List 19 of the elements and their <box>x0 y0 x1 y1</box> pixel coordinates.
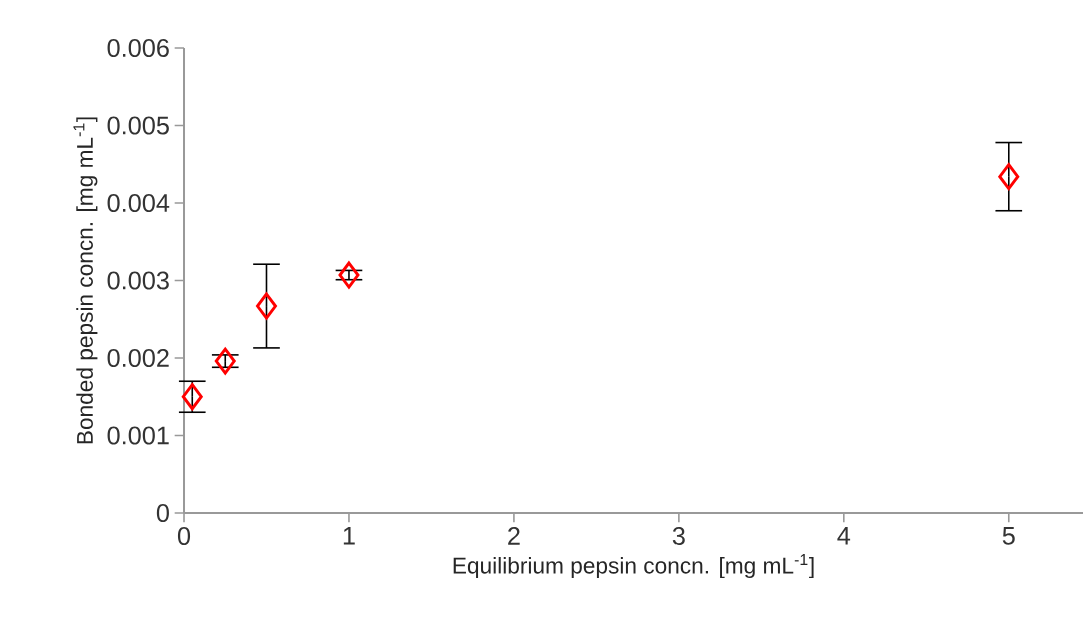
x-axis-title: Equilibrium pepsin concn. [mg mL$^{-1}$] <box>453 554 814 579</box>
x-tick-label: 4 <box>837 527 851 545</box>
point <box>338 261 360 289</box>
x-tick-label: 0 <box>177 527 191 545</box>
point <box>214 347 236 375</box>
x-tick-label: 2 <box>508 527 520 545</box>
y-axis-title: Bonded pepsin concn. [mg mL$^{-1}$] <box>73 117 98 444</box>
x-tick-label: 5 <box>1002 527 1015 545</box>
point <box>256 292 277 320</box>
y-tick-label: 0.002 <box>107 349 169 367</box>
y-tick-label: 0.004 <box>107 194 170 212</box>
y-tick-label: 0.005 <box>107 116 169 135</box>
point <box>998 163 1020 191</box>
y-tick-label: 0.003 <box>107 271 169 290</box>
y-tick-label: 0 <box>156 504 169 522</box>
y-tick-label: 0.006 <box>107 39 169 57</box>
y-tick-label: 0.001 <box>107 426 169 445</box>
x-tick-label: 3 <box>672 527 685 545</box>
x-tick-label: 1 <box>343 527 355 545</box>
